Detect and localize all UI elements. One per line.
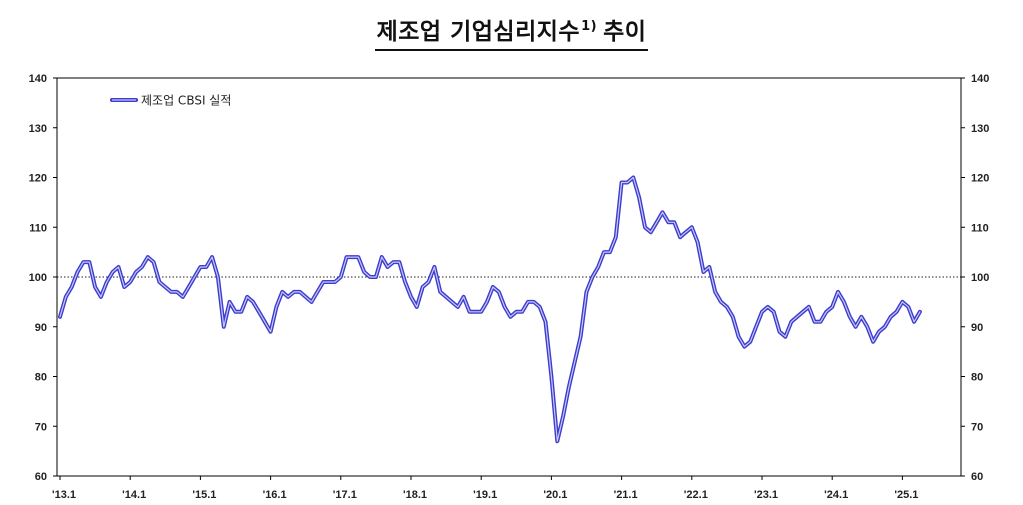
y-tick-label-right: 110 bbox=[971, 222, 989, 234]
y-tick-label-right: 60 bbox=[971, 471, 983, 483]
y-tick-label-left: 130 bbox=[29, 123, 47, 135]
axes-group bbox=[53, 77, 965, 480]
x-tick-label: '22.1 bbox=[684, 489, 708, 501]
y-tick-label-right: 130 bbox=[971, 123, 989, 135]
x-tick-label: '17.1 bbox=[333, 489, 357, 501]
x-tick-label: '25.1 bbox=[894, 489, 918, 501]
y-tick-label-left: 90 bbox=[35, 322, 47, 334]
y-tick-label-left: 110 bbox=[29, 222, 47, 234]
y-tick-label-left: 80 bbox=[35, 372, 47, 384]
series-line-cbsi-highlight bbox=[59, 176, 921, 442]
x-tick-label: '21.1 bbox=[614, 489, 638, 501]
title-footnote-mark: 1) bbox=[581, 19, 598, 34]
tick-labels-group: 60 60 70 70 80 80 90 90 100 100 110 110 120 120 130 130… bbox=[29, 73, 990, 501]
y-tick-label-left: 100 bbox=[29, 272, 47, 284]
series-line-cbsi bbox=[58, 175, 922, 444]
x-tick-label: '24.1 bbox=[824, 489, 848, 501]
y-tick-label-right: 140 bbox=[971, 73, 989, 85]
chart-title: 제조업 기업심리지수1) 추이 bbox=[0, 12, 1023, 51]
x-tick-label: '23.1 bbox=[754, 489, 778, 501]
y-tick-label-right: 100 bbox=[971, 272, 989, 284]
series-line-group bbox=[58, 175, 922, 444]
y-tick-label-right: 120 bbox=[971, 173, 989, 185]
y-tick-label-left: 70 bbox=[35, 421, 47, 433]
legend: 제조업 CBSI 실적 bbox=[110, 94, 231, 108]
x-tick-label: '15.1 bbox=[192, 489, 216, 501]
y-tick-label-left: 60 bbox=[35, 471, 47, 483]
legend-label: 제조업 CBSI 실적 bbox=[141, 94, 231, 108]
x-tick-label: '20.1 bbox=[543, 489, 567, 501]
y-tick-label-right: 80 bbox=[971, 372, 983, 384]
x-tick-label: '18.1 bbox=[403, 489, 427, 501]
title-main: 제조업 기업심리지수 bbox=[376, 19, 581, 45]
y-tick-label-left: 140 bbox=[29, 73, 47, 85]
x-tick-label: '16.1 bbox=[263, 489, 287, 501]
y-tick-label-right: 70 bbox=[971, 421, 983, 433]
y-tick-label-right: 90 bbox=[971, 322, 983, 334]
y-tick-label-left: 120 bbox=[29, 173, 47, 185]
x-tick-label: '14.1 bbox=[122, 489, 146, 501]
x-tick-label: '19.1 bbox=[473, 489, 497, 501]
title-suffix: 추이 bbox=[603, 19, 647, 45]
x-tick-label: '13.1 bbox=[52, 489, 76, 501]
